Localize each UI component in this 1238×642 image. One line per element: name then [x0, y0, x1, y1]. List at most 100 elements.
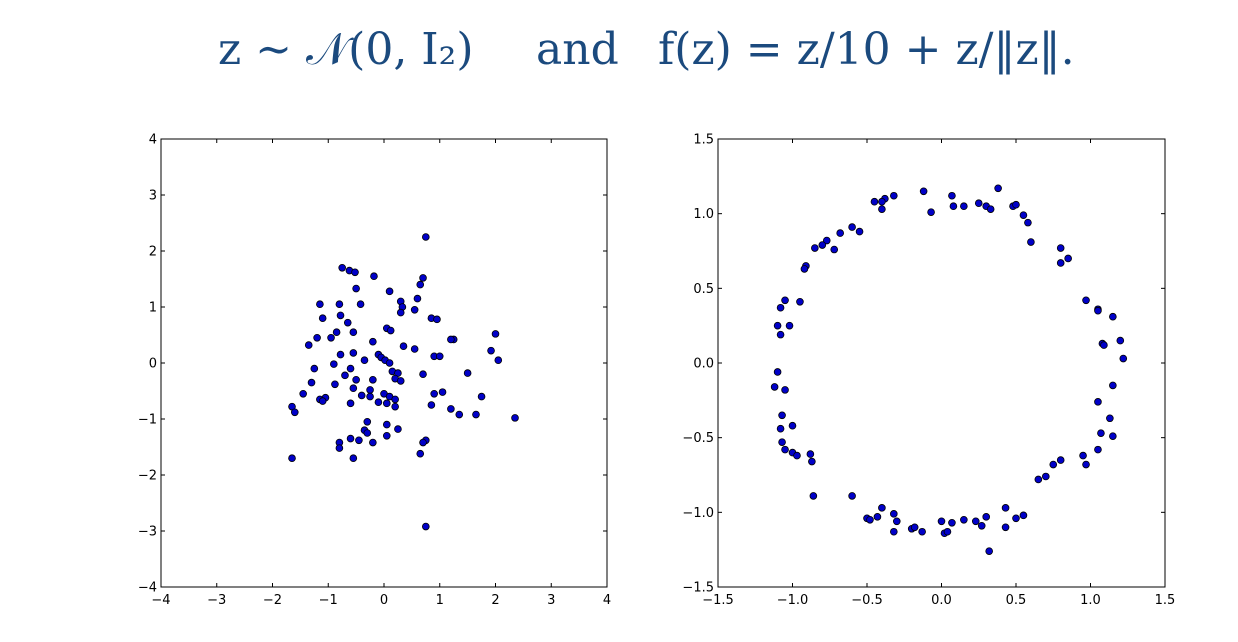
x-tick-label: 0.5 [1006, 593, 1027, 608]
scatter-point [352, 375, 360, 384]
scatter-point [336, 311, 345, 320]
scatter-point [391, 395, 399, 404]
scatter-point [394, 425, 402, 433]
scatter-point [822, 236, 831, 245]
scatter-point [1012, 200, 1020, 209]
scatter-point [796, 297, 804, 306]
scatter-point [430, 389, 438, 398]
scatter-point [346, 364, 355, 373]
scatter-point [1001, 523, 1010, 532]
scatter-point [776, 330, 785, 339]
scatter-point [948, 191, 956, 200]
scatter-point [927, 208, 935, 216]
scatter-point [330, 360, 338, 368]
scatter-point [410, 345, 419, 353]
scatter-point [919, 187, 928, 196]
scatter-point [994, 184, 1002, 193]
scatter-point [1034, 475, 1043, 484]
scatter-point [413, 294, 422, 303]
y-tick-label: 4 [149, 133, 157, 148]
scatter-point [1094, 398, 1102, 406]
scatter-point [410, 305, 419, 314]
scatter-point [1064, 254, 1072, 263]
y-tick-label: 2 [149, 245, 157, 260]
scatter-point [382, 399, 391, 408]
scatter-point [971, 517, 980, 526]
scatter-point [918, 527, 926, 536]
scatter-point [494, 356, 503, 365]
scatter-point [511, 414, 519, 422]
scatter-point [338, 263, 346, 272]
scatter-point [385, 287, 394, 296]
scatter-point [369, 337, 377, 346]
scatter-point [1042, 472, 1050, 481]
x-tick-label: −1.0 [777, 593, 809, 608]
y-tick-label: 1.5 [693, 133, 714, 148]
scatter-point [419, 274, 427, 282]
scatter-point [809, 492, 818, 500]
scatter-point [910, 523, 919, 532]
scatter-point [1027, 238, 1035, 246]
y-tick-label: −1 [138, 413, 157, 428]
scatter-point [310, 364, 319, 373]
scatter-point [341, 371, 349, 380]
scatter-point [776, 424, 785, 433]
scatter-point [346, 399, 355, 408]
y-tick-label: 3 [149, 189, 157, 204]
scatter-point [288, 454, 296, 463]
scatter-point [836, 229, 844, 237]
scatter-point [331, 380, 339, 389]
y-tick-label: 0.0 [693, 357, 714, 372]
scatter-point [1056, 259, 1065, 267]
scatter-point [363, 417, 372, 426]
x-tick-label: 0.0 [931, 593, 952, 608]
scatter-point [878, 504, 886, 512]
caption-conjunction: and [536, 24, 619, 75]
scatter-point [491, 330, 500, 338]
scatter-point [335, 300, 344, 309]
scatter-point [352, 284, 360, 293]
scatter-point [848, 223, 856, 231]
scatter-point [830, 245, 839, 254]
scatter-point [366, 392, 374, 401]
scatter-point [986, 205, 995, 213]
scatter-point [370, 272, 378, 281]
x-tick-label: 1 [436, 593, 444, 608]
scatter-point [416, 449, 425, 458]
scatter-point [1001, 504, 1010, 512]
scatter-point [773, 368, 782, 376]
scatter-point [878, 205, 886, 213]
scatter-point [1056, 456, 1065, 464]
scatter-point [335, 444, 344, 452]
scatter-point [290, 408, 299, 417]
scatter-point [1109, 381, 1117, 390]
scatter-point [1097, 429, 1105, 437]
scatter-point [327, 333, 335, 342]
scatter-point [785, 321, 794, 330]
x-tick-label: −2 [263, 593, 282, 608]
y-tick-label: −0.5 [682, 431, 714, 446]
scatter-point [1082, 296, 1090, 305]
scatter-point [781, 386, 789, 394]
scatter-point [318, 314, 327, 323]
scatter-point [356, 300, 365, 309]
scatter-point [349, 454, 358, 463]
scatter-point [433, 315, 441, 324]
x-tick-label: −1.5 [702, 593, 734, 608]
scatter-point [1024, 218, 1032, 227]
scatter-point [332, 328, 341, 337]
scatter-point [1106, 414, 1114, 423]
scatter-point [974, 199, 983, 208]
scatter-point [890, 191, 898, 200]
x-tick-label: −3 [207, 593, 226, 608]
caption-mapping: f(z) = z/10 + z/‖z‖. [658, 24, 1075, 75]
scatter-point [818, 241, 827, 249]
scatter-point [793, 451, 801, 460]
scatter-point [788, 421, 797, 430]
x-tick-label: −1 [319, 593, 338, 608]
scatter-point [336, 350, 345, 359]
scatter-point [855, 227, 864, 236]
scatter-point [1019, 511, 1028, 520]
y-tick-label: −4 [138, 581, 157, 596]
scatter-point [435, 352, 444, 361]
